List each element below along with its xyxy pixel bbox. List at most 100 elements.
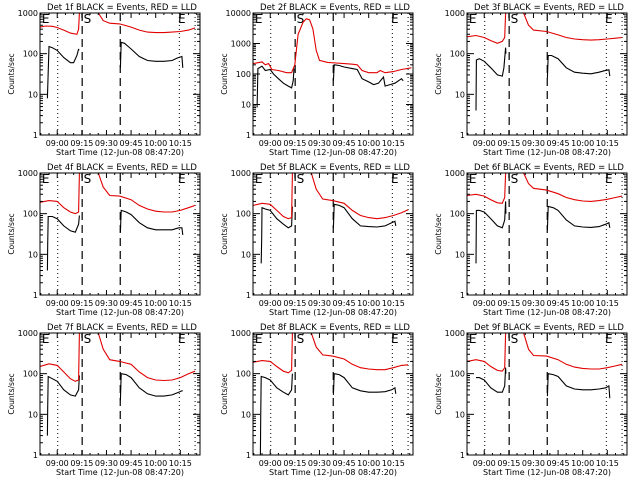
chart-title: Det 7f BLACK = Events, RED = LLD [47, 323, 197, 333]
marker-label: E [469, 332, 477, 346]
x-tick-label: 09:00 [473, 299, 496, 308]
marker-label: E [42, 332, 50, 346]
marker-label: E [42, 172, 50, 186]
lld-line [310, 333, 409, 371]
lld-line [467, 13, 507, 44]
events-line [119, 209, 184, 235]
x-tick-label: 09:00 [259, 459, 282, 468]
x-tick-label: 09:30 [522, 459, 545, 468]
marker-label: E [605, 172, 613, 186]
x-tick-label: 09:15 [283, 299, 306, 308]
y-tick-label: 1 [33, 131, 38, 140]
x-tick-label: 10:15 [382, 459, 405, 468]
y-tick-label: 100 [450, 50, 465, 59]
y-tick-label: 1 [33, 451, 38, 460]
x-tick-label: 09:30 [308, 299, 331, 308]
y-tick-label: 10000 [226, 9, 251, 18]
events-line [476, 367, 507, 393]
plot-frame [466, 172, 628, 296]
y-tick-label: 1000 [231, 329, 251, 338]
events-line [332, 373, 397, 395]
y-tick-label: 1 [33, 291, 38, 300]
x-tick-label: 10:15 [596, 459, 619, 468]
x-tick-label: 10:00 [144, 459, 167, 468]
lld-line [40, 13, 80, 35]
lld-line [253, 173, 293, 220]
x-tick-label: 09:15 [497, 139, 520, 148]
plot-frame [252, 172, 414, 296]
marker-label: S [297, 172, 305, 186]
events-line [119, 373, 183, 401]
marker-label: E [255, 12, 263, 26]
marker-label: E [391, 172, 399, 186]
events-line [546, 373, 611, 399]
x-tick-label: 09:30 [308, 139, 331, 148]
events-line [546, 205, 611, 230]
x-tick-label: 09:45 [120, 139, 143, 148]
lld-line [97, 173, 196, 213]
y-tick-label: 100 [23, 50, 38, 59]
y-tick-label: 10 [455, 90, 465, 99]
y-axis-label: Counts/sec [220, 213, 229, 254]
x-tick-label: 09:45 [547, 299, 570, 308]
x-tick-label: 09:00 [46, 299, 69, 308]
marker-label: S [297, 12, 305, 26]
chart-title: Det 1f BLACK = Events, RED = LLD [47, 3, 197, 13]
y-tick-label: 1000 [231, 40, 251, 49]
lld-line [253, 18, 412, 74]
lld-line [523, 13, 623, 41]
lld-line [97, 333, 196, 382]
y-axis-label: Counts/sec [220, 373, 229, 414]
lld-line [523, 333, 623, 370]
marker-label: E [605, 332, 613, 346]
x-tick-label: 10:00 [144, 139, 167, 148]
events-line [475, 201, 507, 264]
marker-label: E [255, 172, 263, 186]
chart-title: Det 3f BLACK = Events, RED = LLD [474, 3, 624, 13]
lld-line [97, 13, 196, 34]
lld-line [40, 333, 80, 382]
x-tick-label: 10:00 [571, 459, 594, 468]
y-tick-label: 10 [455, 250, 465, 259]
x-tick-label: 09:15 [70, 139, 93, 148]
plot-frame [466, 332, 628, 456]
x-tick-label: 10:00 [357, 139, 380, 148]
x-tick-label: 09:45 [333, 139, 356, 148]
x-axis-label: Start Time (12-Jun-08 08:47:20) [56, 148, 184, 157]
plot-frame [39, 332, 201, 456]
y-axis-label: Counts/sec [434, 53, 443, 94]
events-line [46, 375, 80, 436]
marker-label: S [511, 12, 519, 26]
y-tick-label: 1 [460, 291, 465, 300]
chart-title: Det 9f BLACK = Events, RED = LLD [474, 323, 624, 333]
marker-label: E [255, 332, 263, 346]
x-tick-label: 09:00 [473, 459, 496, 468]
y-tick-label: 100 [236, 370, 251, 379]
chart-title: Det 4f BLACK = Events, RED = LLD [47, 163, 197, 173]
plot-frame [466, 12, 628, 136]
x-tick-label: 10:00 [357, 299, 380, 308]
y-tick-label: 10 [28, 250, 38, 259]
y-tick-label: 10 [241, 250, 251, 259]
x-tick-label: 10:15 [382, 139, 405, 148]
x-tick-label: 09:00 [473, 139, 496, 148]
lld-line [523, 173, 623, 202]
x-tick-label: 10:15 [596, 299, 619, 308]
x-tick-label: 09:45 [547, 459, 570, 468]
x-tick-label: 09:15 [283, 139, 306, 148]
x-axis-label: Start Time (12-Jun-08 08:47:20) [56, 308, 184, 317]
x-tick-label: 09:45 [547, 139, 570, 148]
x-tick-label: 10:15 [169, 139, 192, 148]
y-tick-label: 10 [28, 410, 38, 419]
x-axis-label: Start Time (12-Jun-08 08:47:20) [269, 308, 397, 317]
x-tick-label: 09:00 [46, 459, 69, 468]
marker-label: E [178, 172, 186, 186]
